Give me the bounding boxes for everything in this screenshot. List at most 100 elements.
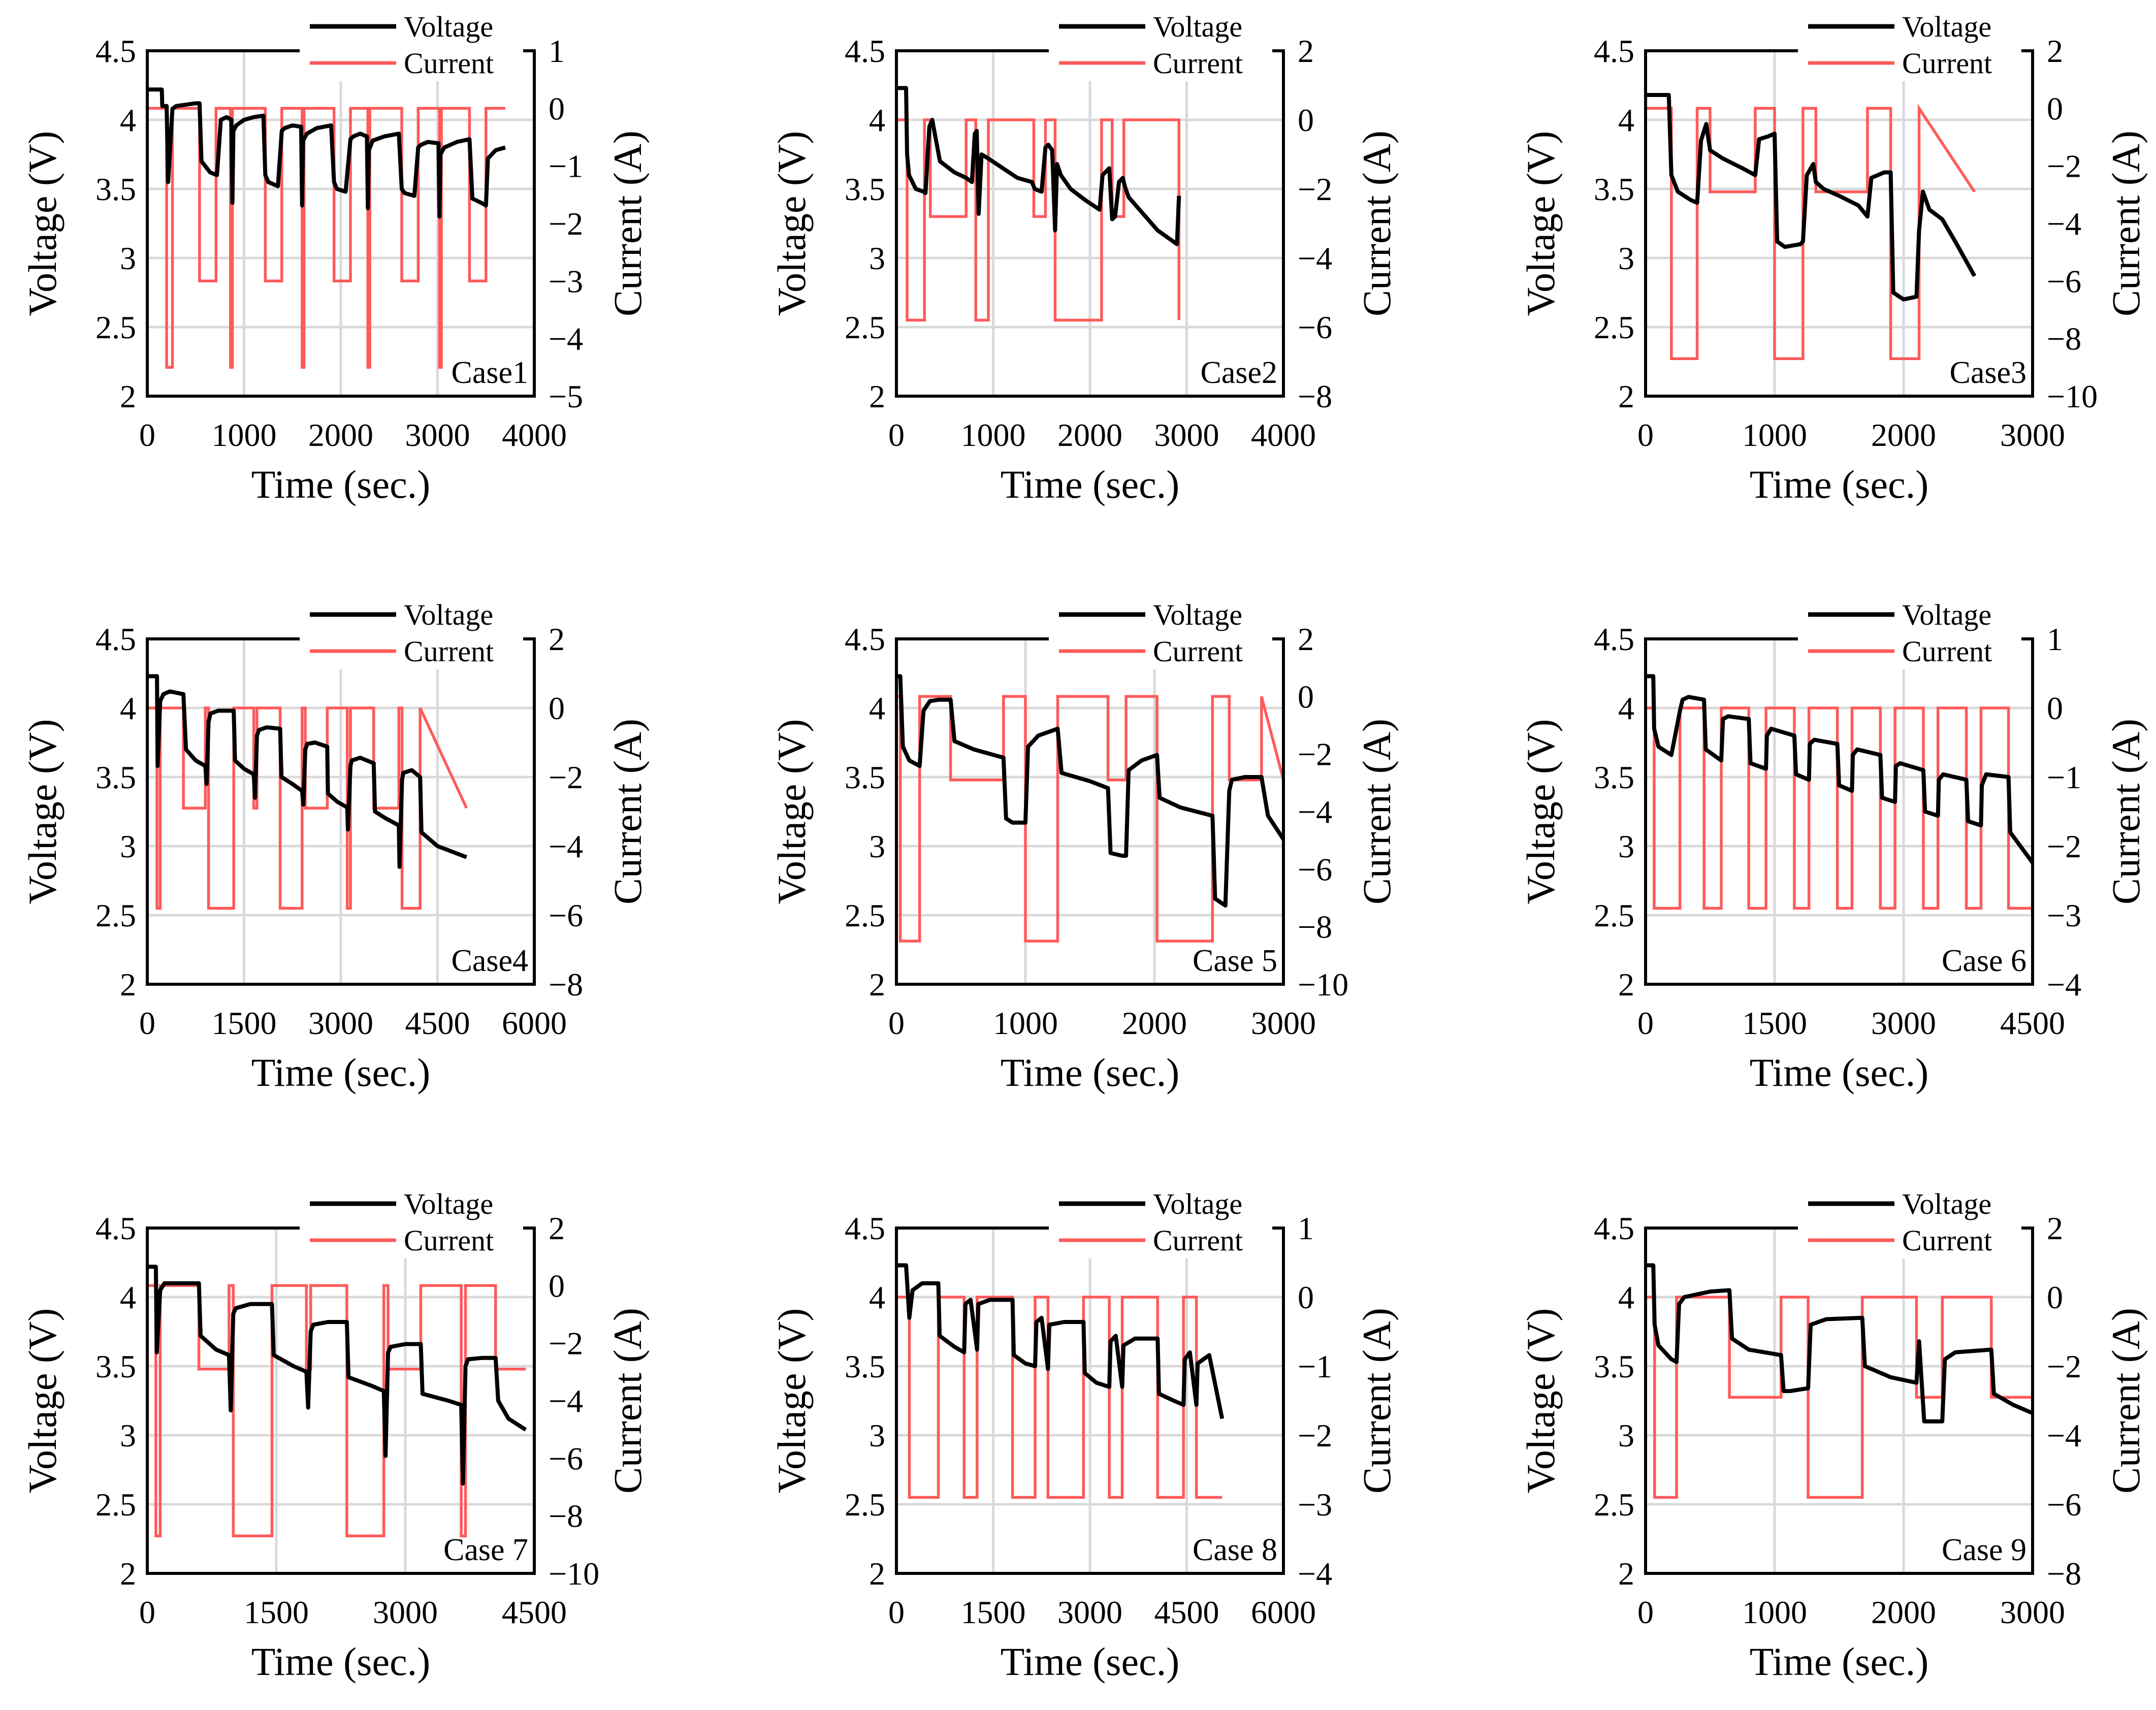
y-tick-label: 4.5: [1594, 1210, 1634, 1246]
y2-tick-label: −2: [2047, 1348, 2081, 1384]
y-tick-label: 3.5: [1594, 759, 1634, 795]
y-tick-label: 4.5: [845, 621, 885, 657]
chart-panel-4: Voltage Current Case4 2 2.5 3 3.5 4 4.5 −8 −6 −4 −2 0…: [20, 598, 650, 1094]
voltage-series-line: [147, 87, 506, 219]
x-tick-label: 0: [1637, 1005, 1654, 1041]
y-tick-label: 4: [120, 102, 136, 138]
x-axis-title: Time (sec.): [1750, 1639, 1928, 1684]
x-axis-title: Time (sec.): [1001, 462, 1179, 506]
x-tick-label: 3000: [1154, 417, 1219, 453]
plot-frame: [146, 1227, 536, 1575]
y2-tick-label: −8: [2047, 1556, 2081, 1592]
legend-current-label: Current: [1902, 47, 1992, 80]
y-axis-title: Voltage (V): [769, 131, 814, 316]
y-tick-label: 4: [1618, 102, 1634, 138]
legend-current-label: Current: [1902, 1224, 1992, 1257]
x-tick-label: 1000: [993, 1005, 1058, 1041]
chart-panel-3: Voltage Current Case3 2 2.5 3 3.5 4 4.5 −10 −8 −6 −4…: [1519, 10, 2148, 506]
x-axis-title: Time (sec.): [1750, 462, 1928, 506]
y2-tick-label: 0: [2047, 90, 2063, 126]
legend-voltage-label: Voltage: [1902, 10, 1991, 43]
x-tick-label: 4000: [1251, 417, 1316, 453]
x-tick-label: 4000: [502, 417, 567, 453]
y2-axis-title: Current (A): [1355, 1308, 1399, 1494]
x-tick-label: 1500: [212, 1005, 277, 1041]
case-label: Case4: [451, 944, 528, 978]
case-label: Case2: [1200, 356, 1277, 390]
y2-tick-label: 0: [549, 90, 565, 126]
x-axis-title: Time (sec.): [251, 1639, 430, 1684]
x-tick-label: 3000: [373, 1594, 438, 1630]
x-tick-label: 0: [139, 417, 155, 453]
y2-tick-label: −5: [549, 378, 583, 414]
x-tick-label: 0: [139, 1594, 155, 1630]
y-tick-label: 4: [1618, 1279, 1634, 1315]
current-series-line: [1646, 706, 2033, 910]
y2-tick-label: −1: [2047, 759, 2081, 795]
legend-background: [300, 598, 523, 669]
y-tick-label: 2.5: [1594, 1487, 1634, 1523]
legend-voltage-label: Voltage: [1153, 598, 1242, 631]
x-tick-label: 4500: [502, 1594, 567, 1630]
y2-tick-label: 0: [549, 690, 565, 726]
y2-axis-title: Current (A): [2104, 719, 2148, 905]
legend-voltage-label: Voltage: [1153, 1187, 1242, 1220]
x-axis-title: Time (sec.): [1001, 1050, 1179, 1094]
y-tick-label: 2: [120, 966, 136, 1003]
y2-tick-label: −2: [549, 759, 583, 795]
current-series-line: [896, 1296, 1222, 1499]
y-tick-label: 3: [1618, 1417, 1634, 1454]
y2-axis-title: Current (A): [2104, 131, 2148, 316]
legend-voltage-label: Voltage: [404, 598, 493, 631]
y2-tick-label: 1: [549, 33, 565, 69]
x-tick-label: 1500: [961, 1594, 1026, 1630]
y-tick-label: 2.5: [95, 309, 136, 345]
y-tick-label: 4: [120, 1279, 136, 1315]
x-tick-label: 1000: [1742, 417, 1807, 453]
x-tick-label: 0: [888, 1005, 905, 1041]
legend-background: [300, 10, 523, 81]
x-tick-label: 6000: [1251, 1594, 1316, 1630]
y-axis-title: Voltage (V): [1519, 1308, 1563, 1494]
y2-tick-label: 0: [549, 1268, 565, 1304]
y2-tick-label: 0: [1298, 679, 1314, 715]
voltage-series-line: [1646, 674, 2035, 864]
y2-tick-label: −2: [1298, 736, 1332, 772]
x-axis-title: Time (sec.): [251, 462, 430, 506]
x-axis-title: Time (sec.): [251, 1050, 430, 1094]
y2-tick-label: −1: [1298, 1348, 1332, 1384]
x-tick-label: 2000: [308, 417, 373, 453]
chart-panel-1: Voltage Current Case1 2 2.5 3 3.5 4 4.5 −5 −4 −3 −2 −…: [20, 10, 650, 506]
y2-tick-label: −3: [1298, 1487, 1332, 1523]
case-label: Case 8: [1193, 1533, 1277, 1567]
legend-voltage-label: Voltage: [1153, 10, 1242, 43]
x-tick-label: 0: [1637, 1594, 1654, 1630]
y-tick-label: 4.5: [95, 33, 136, 69]
plot-frame: [1644, 1227, 2034, 1575]
x-tick-label: 1500: [1742, 1005, 1807, 1041]
y-tick-label: 2.5: [845, 897, 885, 933]
y2-tick-label: −3: [2047, 897, 2081, 933]
x-tick-label: 3000: [1251, 1005, 1316, 1041]
y2-axis-title: Current (A): [2104, 1308, 2148, 1494]
y2-tick-label: −8: [2047, 321, 2081, 357]
y2-tick-label: 0: [2047, 1279, 2063, 1315]
x-tick-label: 3000: [2000, 417, 2065, 453]
y-tick-label: 2: [120, 378, 136, 414]
y2-tick-label: −6: [2047, 263, 2081, 299]
x-tick-label: 1500: [244, 1594, 309, 1630]
legend-current-label: Current: [404, 1224, 494, 1257]
y2-tick-label: −10: [549, 1556, 599, 1592]
voltage-series-line: [896, 1263, 1225, 1419]
y-tick-label: 2: [869, 1556, 885, 1592]
y2-tick-label: 2: [1298, 33, 1314, 69]
legend-background: [300, 1187, 523, 1259]
y-tick-label: 4.5: [1594, 621, 1634, 657]
y2-tick-label: −4: [2047, 1417, 2081, 1454]
legend-background: [1049, 10, 1272, 81]
y2-tick-label: −2: [549, 1326, 583, 1362]
current-series-line: [896, 695, 1285, 943]
y-tick-label: 2.5: [95, 897, 136, 933]
x-tick-label: 2000: [1871, 417, 1936, 453]
